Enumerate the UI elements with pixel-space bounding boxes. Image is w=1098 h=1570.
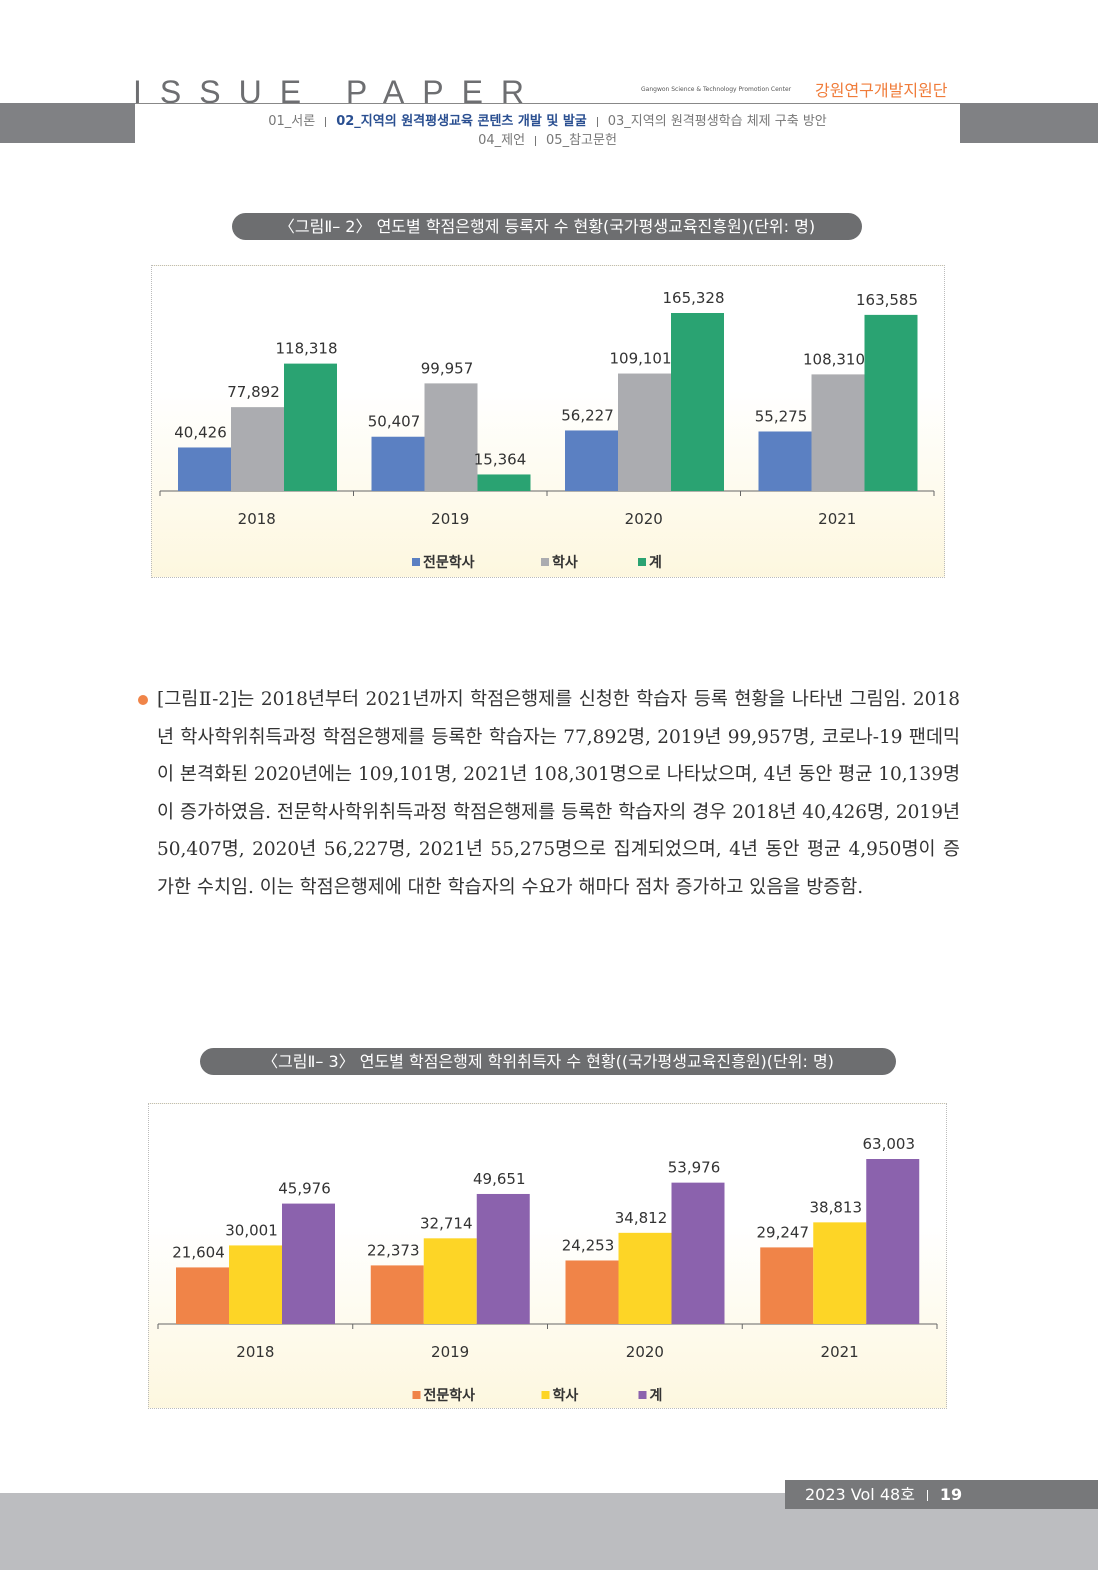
legend-swatch — [541, 1391, 550, 1399]
x-tick-label: 2018 — [238, 510, 276, 528]
chart: 2018 40,426 77,892 118,318 2019 50,407 99,957 1… — [159, 289, 935, 571]
data-label: 63,003 — [863, 1135, 916, 1153]
legend-label: 학사 — [553, 1388, 579, 1404]
data-label: 165,328 — [662, 289, 724, 307]
nav-item: 03_지역의 원격평생학습 체제 구축 방안 — [607, 114, 827, 129]
legend-label: 학사 — [552, 555, 578, 571]
legend-label: 계 — [649, 555, 662, 571]
bar — [282, 1203, 335, 1324]
bar — [866, 1159, 920, 1324]
data-label: 109,101 — [609, 350, 671, 368]
data-label: 34,812 — [615, 1209, 668, 1227]
bar — [864, 314, 918, 491]
data-label: 108,310 — [803, 350, 865, 368]
bar — [284, 363, 337, 491]
bar — [423, 1238, 477, 1324]
org-en: Gangwon Science & Technology Promotion C… — [641, 86, 792, 93]
bar — [760, 1247, 814, 1324]
legend-swatch — [638, 1391, 647, 1399]
legend-swatch — [412, 1391, 421, 1399]
data-label: 77,892 — [227, 383, 280, 401]
bar — [176, 1267, 229, 1324]
org-kr: 강원연구개발지원단 — [815, 81, 948, 100]
bar — [813, 1222, 867, 1324]
header-bar — [0, 103, 135, 143]
chart-frame: 2018 40,426 77,892 118,318 2019 50,407 99,957 1… — [151, 265, 945, 578]
x-tick-label: 2019 — [431, 510, 469, 528]
data-label: 163,585 — [856, 291, 918, 309]
data-label: 56,227 — [561, 406, 614, 424]
data-label: 55,275 — [755, 407, 808, 425]
bar — [671, 313, 724, 491]
nav-item: 04_제언 — [478, 133, 526, 148]
nav-item: 05_참고문헌 — [546, 133, 617, 148]
chart-title: 〈그림Ⅱ– 2〉 연도별 학점은행제 등록자 수 현황(국가평생교육진흥원)(단… — [232, 213, 862, 240]
data-label: 22,373 — [367, 1241, 420, 1259]
bar — [477, 474, 531, 491]
data-label: 29,247 — [757, 1223, 810, 1241]
header-bar — [960, 103, 1098, 143]
nav: 01_서론 02_지역의 원격평생교육 콘텐츠 개발 및 발굴 03_지역의 원격평… — [135, 112, 960, 150]
paragraph: [그림Ⅱ-2]는 2018년부터 2021년까지 학점은행제를 신청한 학습자 … — [157, 689, 960, 898]
page-number: 19 — [939, 1485, 963, 1504]
bar — [565, 430, 618, 491]
data-label: 30,001 — [225, 1221, 278, 1239]
x-tick-label: 2020 — [626, 1343, 664, 1361]
x-tick-label: 2020 — [625, 510, 663, 528]
bar — [618, 373, 671, 491]
bar — [424, 383, 478, 491]
legend-swatch — [638, 558, 646, 566]
legend-swatch — [541, 558, 549, 566]
issue: 2023 Vol 48호 — [805, 1485, 915, 1504]
data-label: 24,253 — [562, 1236, 615, 1254]
bar — [565, 1260, 619, 1324]
data-label: 15,364 — [474, 450, 527, 468]
bar — [758, 431, 812, 491]
bar — [671, 1182, 725, 1324]
data-label: 50,407 — [368, 413, 421, 431]
bar — [231, 407, 284, 491]
separator — [926, 1490, 928, 1501]
header-title: ISSUE PAPER — [133, 74, 543, 110]
data-label: 53,976 — [668, 1159, 721, 1177]
nav-item: 02_지역의 원격평생교육 콘텐츠 개발 및 발굴 — [336, 114, 587, 129]
x-tick-label: 2021 — [821, 1343, 859, 1361]
x-tick-label: 2021 — [818, 510, 856, 528]
data-label: 99,957 — [421, 359, 474, 377]
rule — [135, 103, 960, 104]
data-label: 32,714 — [420, 1214, 473, 1232]
data-label: 49,651 — [473, 1170, 526, 1188]
chart-title: 〈그림Ⅱ– 3〉 연도별 학점은행제 학위취득자 수 현황((국가평생교육진흥원… — [200, 1048, 896, 1075]
bar — [229, 1245, 282, 1324]
data-label: 40,426 — [174, 423, 227, 441]
chart-frame: 2018 21,604 30,001 45,976 2019 22,373 32,714 49… — [148, 1103, 947, 1409]
data-label: 45,976 — [278, 1180, 331, 1198]
footer: 2023 Vol 48호 19 — [785, 1480, 1098, 1509]
bar — [371, 436, 425, 491]
data-label: 118,318 — [275, 340, 337, 358]
separator — [325, 116, 327, 127]
bar — [811, 374, 865, 491]
bullet — [138, 695, 148, 705]
bar — [618, 1232, 672, 1324]
x-tick-label: 2018 — [236, 1343, 274, 1361]
separator — [596, 116, 598, 127]
legend-label: 전문학사 — [424, 1387, 476, 1404]
x-tick-label: 2019 — [431, 1343, 469, 1361]
nav-item: 01_서론 — [268, 114, 316, 129]
bar — [178, 447, 231, 491]
legend-label: 계 — [650, 1388, 663, 1404]
legend-swatch — [412, 558, 420, 566]
legend-label: 전문학사 — [423, 554, 475, 571]
data-label: 21,604 — [172, 1243, 225, 1261]
bar — [476, 1193, 530, 1324]
separator — [535, 135, 537, 146]
data-label: 38,813 — [810, 1198, 863, 1216]
bar — [370, 1265, 424, 1324]
